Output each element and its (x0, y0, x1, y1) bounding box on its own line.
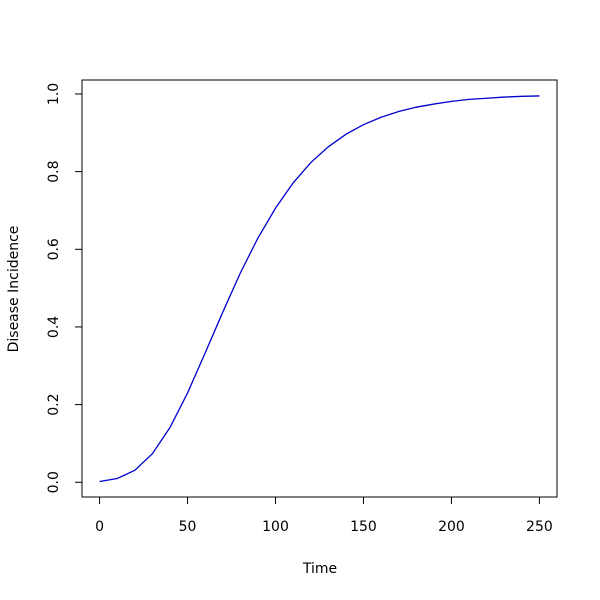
y-tick-label: 0.4 (46, 316, 62, 338)
y-tick-label: 0.6 (46, 238, 62, 260)
plot-box (81, 79, 558, 498)
x-tick-label: 0 (95, 519, 104, 535)
y-axis-label: Disease Incidence (6, 226, 22, 353)
y-tick-label: 0.8 (46, 160, 62, 182)
y-tick-label: 1.0 (46, 83, 62, 105)
x-tick-label: 50 (179, 519, 197, 535)
x-axis-label: Time (302, 561, 337, 577)
x-tick-label: 100 (262, 519, 289, 535)
x-tick-label: 150 (350, 519, 377, 535)
x-tick-label: 200 (438, 519, 465, 535)
y-tick-label: 0.2 (46, 393, 62, 415)
data-line (99, 95, 540, 483)
x-tick-label: 250 (526, 519, 553, 535)
y-tick-label: 0.0 (46, 471, 62, 493)
